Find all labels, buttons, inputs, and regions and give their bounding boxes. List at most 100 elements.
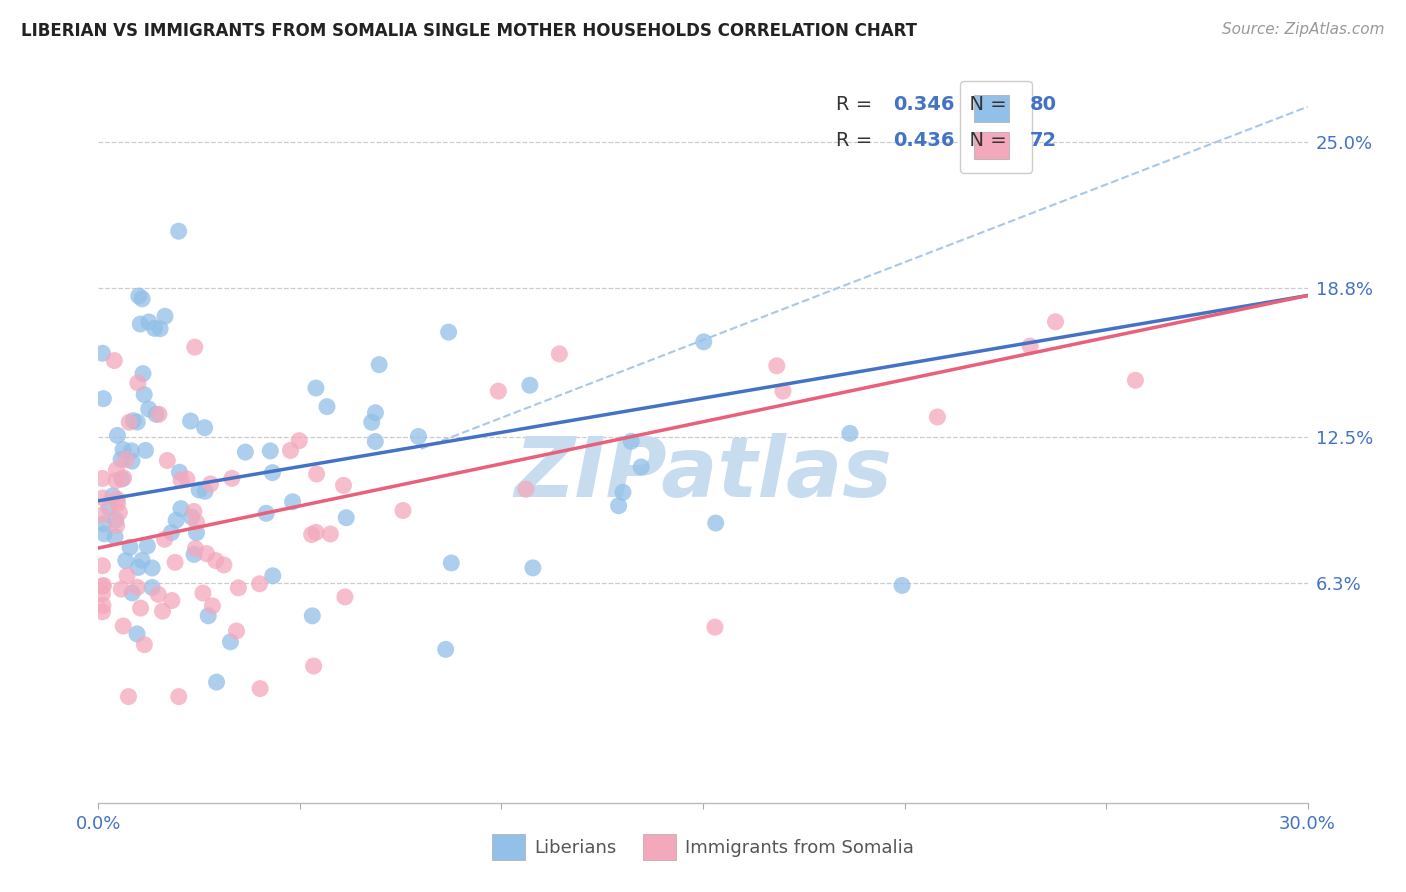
Y-axis label: Single Mother Households: Single Mother Households: [0, 329, 8, 545]
Point: [160, 593, 183, 607]
Point: [693, 334, 716, 349]
Point: [194, 420, 217, 434]
Point: [93, 578, 115, 592]
Point: [145, 408, 167, 422]
Point: [319, 527, 342, 541]
Point: [335, 510, 357, 524]
Text: 72: 72: [1029, 131, 1056, 151]
Point: [91, 471, 114, 485]
Point: [141, 581, 163, 595]
Point: [91, 491, 114, 505]
Point: [148, 407, 170, 421]
Point: [105, 463, 128, 477]
Point: [118, 415, 141, 429]
Point: [766, 359, 789, 373]
Point: [127, 415, 149, 429]
Point: [101, 489, 124, 503]
Point: [134, 387, 156, 401]
Point: [121, 454, 143, 468]
Point: [305, 525, 328, 540]
Point: [191, 586, 214, 600]
Point: [548, 347, 571, 361]
Point: [194, 484, 217, 499]
Point: [91, 579, 114, 593]
Point: [125, 627, 148, 641]
Point: [117, 690, 139, 704]
Point: [772, 384, 794, 398]
Text: 0.346: 0.346: [893, 95, 955, 114]
Point: [288, 434, 311, 448]
Point: [93, 392, 115, 406]
Point: [262, 568, 284, 582]
Point: [630, 460, 652, 475]
Point: [437, 325, 460, 339]
Point: [112, 471, 135, 485]
Point: [138, 402, 160, 417]
Point: [170, 473, 193, 487]
Point: [107, 428, 129, 442]
Point: [118, 541, 141, 555]
Point: [368, 358, 391, 372]
Legend: Liberians, Immigrants from Somalia: Liberians, Immigrants from Somalia: [485, 827, 921, 867]
Point: [249, 576, 271, 591]
Point: [522, 561, 544, 575]
Point: [156, 453, 179, 467]
Point: [301, 527, 323, 541]
Point: [115, 568, 138, 582]
Point: [333, 590, 356, 604]
Point: [160, 525, 183, 540]
Point: [186, 525, 208, 540]
Point: [186, 516, 208, 530]
Point: [91, 599, 114, 613]
Point: [127, 560, 149, 574]
Point: [316, 400, 339, 414]
Point: [180, 510, 202, 524]
Text: N =: N =: [957, 95, 1012, 114]
Point: [127, 376, 149, 390]
Text: Source: ZipAtlas.com: Source: ZipAtlas.com: [1222, 22, 1385, 37]
Point: [91, 508, 114, 522]
Point: [204, 553, 226, 567]
Point: [111, 472, 134, 486]
Point: [103, 353, 125, 368]
Point: [153, 310, 176, 324]
Point: [219, 635, 242, 649]
Point: [141, 561, 163, 575]
Point: [132, 367, 155, 381]
Point: [108, 505, 131, 519]
Text: 80: 80: [1029, 95, 1056, 114]
Point: [121, 443, 143, 458]
Point: [183, 504, 205, 518]
Point: [112, 442, 135, 457]
Point: [129, 601, 152, 615]
Text: LIBERIAN VS IMMIGRANTS FROM SOMALIA SINGLE MOTHER HOUSEHOLDS CORRELATION CHART: LIBERIAN VS IMMIGRANTS FROM SOMALIA SING…: [21, 22, 917, 40]
Point: [305, 381, 328, 395]
Point: [104, 474, 127, 488]
Point: [183, 548, 205, 562]
Point: [281, 495, 304, 509]
Point: [259, 443, 281, 458]
Point: [221, 471, 243, 485]
Point: [515, 482, 537, 496]
Point: [165, 555, 187, 569]
Point: [112, 619, 135, 633]
Point: [105, 518, 128, 533]
Point: [169, 465, 191, 479]
Point: [134, 443, 156, 458]
Point: [127, 581, 149, 595]
Point: [188, 483, 211, 497]
Point: [167, 690, 190, 704]
Point: [200, 477, 222, 491]
Point: [225, 624, 247, 638]
Point: [122, 414, 145, 428]
Point: [305, 467, 328, 481]
Point: [167, 224, 190, 238]
Point: [107, 496, 129, 510]
Point: [180, 414, 202, 428]
Point: [301, 608, 323, 623]
Point: [170, 501, 193, 516]
Point: [262, 466, 284, 480]
Point: [152, 604, 174, 618]
Point: [434, 642, 457, 657]
Point: [254, 506, 277, 520]
